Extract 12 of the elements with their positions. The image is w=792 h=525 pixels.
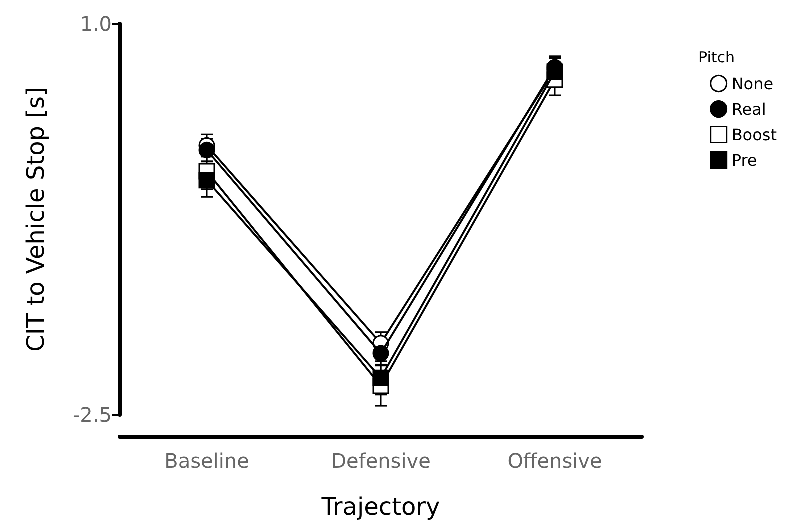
x-axis-title: Trajectory [320,493,440,521]
y-tick-label: 1.0 [80,12,112,36]
x-tick-label: Baseline [164,449,250,473]
legend-label: Real [732,100,766,119]
y-tick-label: -2.5 [72,403,112,427]
legend-label: None [732,74,774,94]
y-axis-title: CIT to Vehicle Stop [s] [22,87,50,352]
x-tick-label: Defensive [331,449,431,473]
legend-title: Pitch [698,48,736,66]
x-tick-label: Offensive [508,449,602,473]
legend-label: Pre [732,150,758,170]
legend-label: Boost [732,125,778,144]
